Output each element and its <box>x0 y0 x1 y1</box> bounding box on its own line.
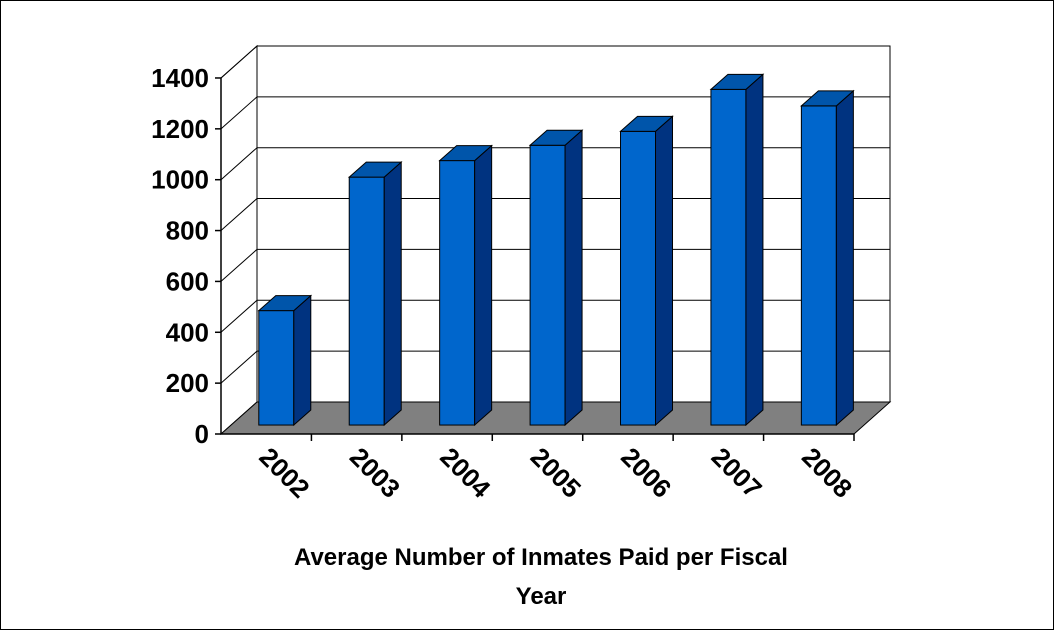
bar-top <box>619 115 674 132</box>
y-tick-label: 1400 <box>151 63 209 93</box>
y-tick-label: 800 <box>166 216 209 246</box>
gridline-side <box>220 249 258 282</box>
bar-top <box>438 145 493 162</box>
x-tick-label-2004: 2004 <box>434 442 496 504</box>
bar-2007 <box>709 73 765 427</box>
gridline-side <box>220 350 258 384</box>
bar-2002 <box>257 294 313 427</box>
gridline-side <box>220 299 258 333</box>
bar-top <box>347 161 403 178</box>
gridline-side <box>220 96 258 130</box>
gridline-side <box>220 147 258 181</box>
side-wall <box>220 44 258 436</box>
bar-top <box>709 73 765 90</box>
bar-front <box>529 144 566 426</box>
bar-side <box>835 89 854 427</box>
bar-side <box>383 160 402 427</box>
bar-side <box>745 73 764 427</box>
bar-top <box>800 90 855 107</box>
bar-front <box>348 176 385 426</box>
bar-top <box>257 295 313 312</box>
bar-top <box>528 129 584 146</box>
bar-2003 <box>347 160 403 427</box>
bar-side <box>564 129 583 427</box>
bar-2006 <box>619 115 674 427</box>
y-tick-label: 200 <box>166 368 209 398</box>
x-axis-ticks: 2002 2003 2004 2005 2006 2007 2008 <box>254 434 858 504</box>
y-tick-label: 600 <box>166 266 209 296</box>
bar-side <box>293 294 312 427</box>
y-tick-label: 400 <box>166 317 209 347</box>
bar-front <box>800 105 837 426</box>
x-tick-label-2003: 2003 <box>344 442 406 504</box>
bar-side <box>474 144 493 427</box>
y-axis-ticks: 0 200 400 600 800 1000 1200 1400 <box>151 63 221 449</box>
bar-side <box>655 115 674 427</box>
gridline-side <box>220 45 258 79</box>
x-axis-label-line-2: Year <box>516 583 567 610</box>
x-tick-label-2007: 2007 <box>706 442 768 504</box>
bar-2008 <box>800 89 855 427</box>
bar-2004 <box>438 144 493 427</box>
y-tick-label: 0 <box>195 419 209 449</box>
bar-front <box>620 130 657 426</box>
bar-2005 <box>528 129 584 427</box>
x-axis-label-line-1: Average Number of Inmates Paid per Fisca… <box>294 544 788 571</box>
bar-front <box>439 160 476 426</box>
x-tick-label-2008: 2008 <box>796 442 858 504</box>
bar-front <box>258 310 295 426</box>
x-tick-label-2002: 2002 <box>254 442 316 504</box>
y-tick-label: 1000 <box>151 165 209 195</box>
x-tick-label-2005: 2005 <box>525 442 587 504</box>
x-tick-label-2006: 2006 <box>615 442 677 504</box>
bars <box>257 73 855 427</box>
gridline-side <box>220 198 258 231</box>
bar-front <box>710 88 747 426</box>
y-tick-label: 1200 <box>151 114 209 144</box>
